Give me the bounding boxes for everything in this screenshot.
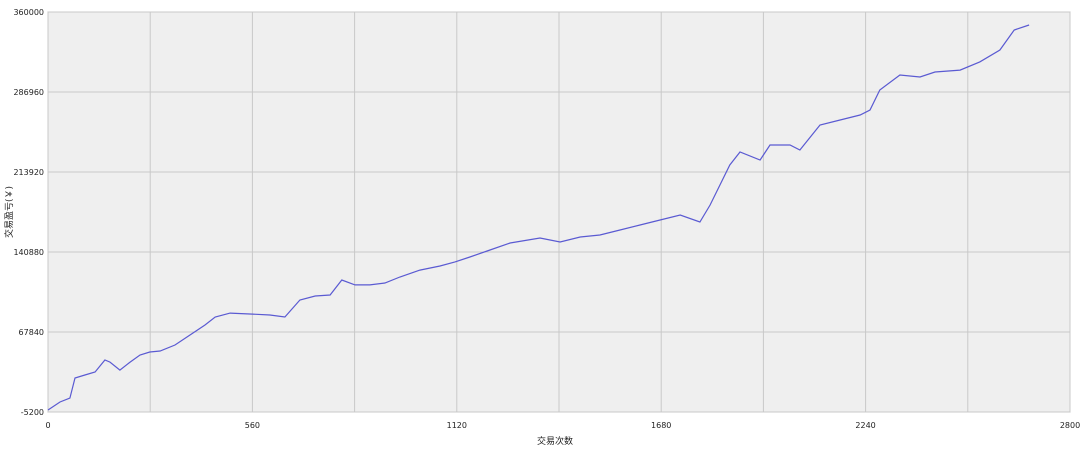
- y-tick-label: 213920: [13, 168, 44, 177]
- y-axis-label: 交易盈亏(￥): [3, 186, 15, 238]
- x-axis-label: 交易次数: [537, 435, 573, 447]
- x-tick-label: 0: [45, 421, 50, 430]
- y-tick-label: 140880: [13, 248, 44, 257]
- data-line: [47, 24, 1030, 411]
- y-tick-label: 286960: [13, 88, 44, 97]
- x-tick-label: 1680: [651, 421, 671, 430]
- x-tick-label: 560: [245, 421, 260, 430]
- y-tick-label: 360000: [13, 8, 44, 17]
- y-tick-label: 67840: [19, 328, 44, 337]
- x-tick-label: 2800: [1060, 421, 1080, 430]
- y-tick-label: -5200: [21, 408, 44, 417]
- x-tick-label: 1120: [447, 421, 467, 430]
- x-tick-label: 2240: [855, 421, 875, 430]
